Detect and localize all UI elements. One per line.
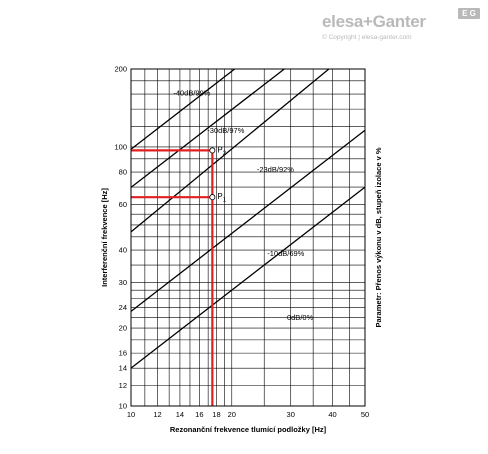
series-line [130,68,285,188]
markers: P1 P2 [131,145,227,406]
brand-name: elesa+Ganter [322,12,426,31]
y-tick-label: 24 [119,303,127,312]
x-tick-label: 20 [228,410,236,419]
x-tick-label: 18 [212,410,220,419]
grid [130,68,366,407]
y-axis-label: Interferenční frekvence [Hz] [100,188,109,287]
series-label: -10dB/69% [267,249,304,258]
y-tick-label: 60 [119,200,127,209]
y-tick-label: 200 [114,65,127,74]
x-tick-label: 40 [328,410,336,419]
series-line [130,68,236,150]
marker-label-subscript: 2 [223,151,227,157]
y-tick-labels: 10 12 14 16 20 24 30 40 60 80 100 200 [114,65,127,411]
marker-point [209,147,216,154]
marker-label: P2 [217,145,226,157]
right-parameter-label: Parametr: Přenos výkonu v dB, stupeň izo… [374,147,383,327]
x-tick-label: 30 [287,410,295,419]
series-line [130,68,330,233]
x-axis-label: Rezonanční frekvence tlumící podložky [H… [170,425,327,434]
x-tick-label: 50 [361,410,369,419]
y-tick-label: 40 [119,246,127,255]
plot-frame [130,68,366,407]
x-tick-label: 16 [195,410,203,419]
marker-point [209,194,216,201]
x-tick-label: 12 [153,410,161,419]
series-label: -40dB/99% [173,89,210,98]
series-label: -30dB/97% [207,126,244,135]
brand-logo: elesa+Ganter E G © Copyright | elesa-gan… [322,8,482,48]
series-line [130,186,366,369]
brand-badge: E G [458,8,480,19]
series-line [130,129,366,312]
series-label: -23dB/92% [257,165,294,174]
y-tick-label: 100 [114,143,127,152]
brand-copyright: © Copyright | elesa-ganter.com [322,34,412,41]
series-labels: 0dB/0% -10dB/69% -23dB/92% -30dB/97% -40dB/9… [173,89,313,322]
marker-label-subscript: 1 [223,198,227,204]
y-tick-label: 14 [119,364,127,373]
y-tick-label: 80 [119,168,127,177]
y-tick-label: 10 [119,402,127,411]
y-tick-label: 30 [119,278,127,287]
y-tick-label: 16 [119,349,127,358]
y-tick-label: 20 [119,324,127,333]
marker-label: P1 [217,192,226,204]
series-lines [130,68,366,369]
y-tick-label: 12 [119,381,127,390]
series-label: 0dB/0% [287,313,314,322]
x-tick-label: 14 [176,410,184,419]
x-tick-label: 10 [127,410,135,419]
x-tick-labels: 10 12 14 16 18 20 30 40 50 [127,410,369,419]
